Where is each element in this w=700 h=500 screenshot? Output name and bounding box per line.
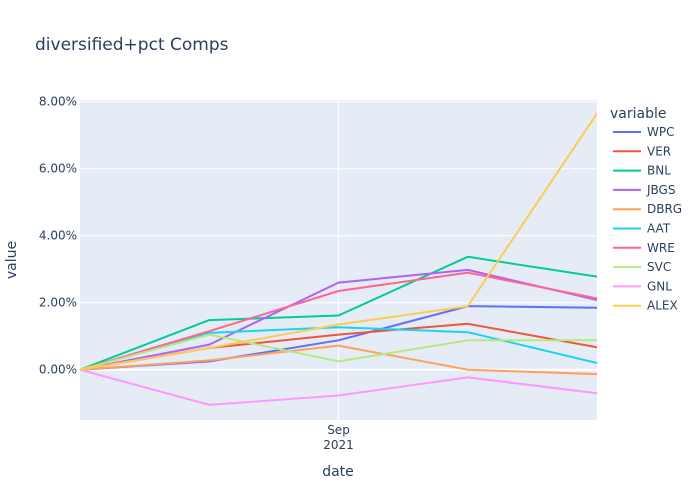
x-tick-label: 2021	[323, 438, 354, 452]
legend-label-jbgs: JBGS	[646, 183, 675, 197]
series-line-bnl	[80, 255, 597, 371]
legend-label-svc: SVC	[647, 260, 671, 274]
y-tick-label: 2.00%	[39, 296, 77, 310]
y-tick-labels: 0.00% 2.00% 4.00% 6.00% 8.00%	[39, 95, 77, 377]
series-line-wre	[80, 271, 597, 371]
legend-label-wre: WRE	[647, 241, 675, 255]
x-tick-label: Sep	[327, 423, 350, 437]
legend-title: variable	[610, 106, 666, 122]
legend-label-dbrg: DBRG	[647, 202, 682, 216]
legend-label-bnl: BNL	[647, 164, 671, 178]
grid-lines	[80, 100, 597, 420]
legend-label-alex: ALEX	[647, 299, 678, 313]
series-line-jbgs	[80, 268, 597, 371]
series-line-gnl	[80, 368, 597, 406]
series-line-svc	[80, 333, 597, 371]
legend-label-gnl: GNL	[647, 279, 672, 293]
series-line-alex	[80, 112, 597, 371]
legend-label-wpc: WPC	[647, 125, 674, 139]
y-tick-label: 4.00%	[39, 229, 77, 243]
series-line-aat	[80, 326, 597, 371]
y-axis-title: value	[4, 241, 20, 279]
series-line-dbrg	[80, 344, 597, 376]
x-axis-title: date	[322, 464, 354, 480]
y-tick-label: 8.00%	[39, 95, 77, 109]
series-lines	[80, 112, 597, 406]
y-tick-label: 6.00%	[39, 162, 77, 176]
legend-label-ver: VER	[647, 144, 671, 158]
y-tick-label: 0.00%	[39, 363, 77, 377]
chart-title: diversified+pct Comps	[35, 35, 229, 55]
legend-label-aat: AAT	[647, 222, 671, 236]
legend: variable WPC VER BNL JBGS DBRG AAT WRE SVC GNL AL…	[610, 106, 682, 313]
